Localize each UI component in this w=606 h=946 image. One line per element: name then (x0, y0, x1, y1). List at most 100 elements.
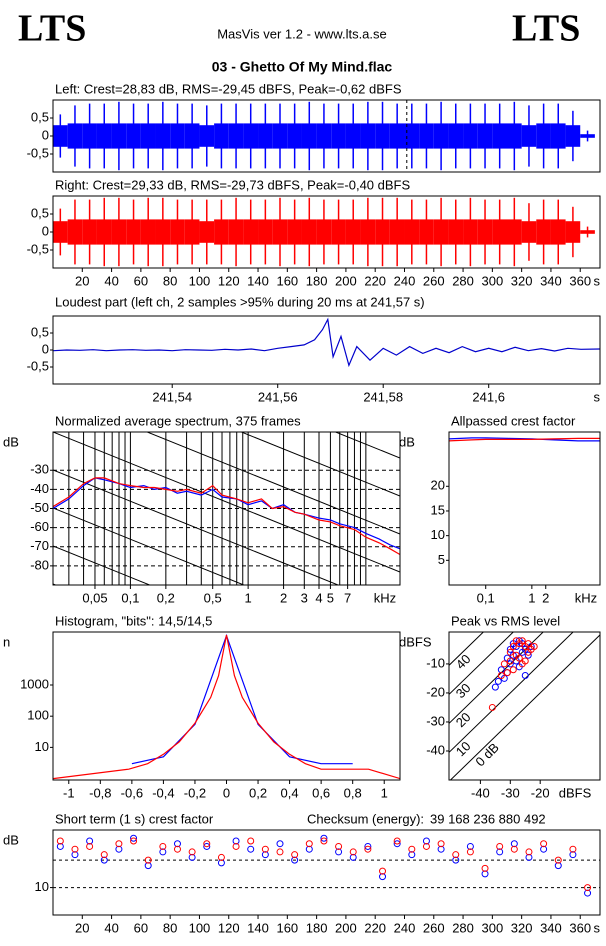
scatter-point (554, 856, 562, 864)
scatter-point (261, 851, 269, 859)
scatter-point (305, 840, 313, 848)
scatter-point (100, 856, 108, 864)
panel-title: Loudest part (left ch, 2 samples >95% du… (55, 294, 425, 309)
scatter-point (500, 660, 508, 668)
scatter-point (320, 834, 328, 842)
scatter-point (291, 856, 299, 864)
x-tick-label: 280 (452, 920, 474, 935)
x-tick-label: 241,56 (258, 389, 298, 404)
panel-title: Short term (1 s) crest factor (55, 811, 214, 826)
crest-line-label: 30 (453, 680, 474, 701)
x-tick-label: -0,4 (152, 785, 174, 800)
y-tick-label: -40 (30, 481, 49, 496)
x-tick-label: 100 (189, 920, 211, 935)
file-name: 03 - Ghetto Of My Mind.flac (212, 59, 393, 75)
scatter-point (506, 648, 514, 656)
y-tick-label: 1000 (20, 676, 49, 691)
x-tick-label: 0,2 (157, 590, 175, 605)
checksum-value: 39 168 236 880 492 (430, 811, 546, 826)
y-tick-label: -20 (426, 684, 445, 699)
slope-line (145, 432, 400, 535)
y-tick-label: -40 (426, 742, 445, 757)
y-tick-label: -0,5 (27, 145, 49, 160)
plot-area (53, 432, 400, 800)
series-line (131, 633, 353, 765)
x-tick-label: 220 (364, 920, 386, 935)
y-tick-label: -0,5 (27, 358, 49, 373)
slope-line (53, 622, 400, 762)
scatter-point (584, 889, 592, 897)
x-unit: kHz (374, 590, 396, 605)
scatter-point (466, 848, 474, 856)
x-tick-label: 160 (276, 273, 298, 288)
crest-line (449, 632, 515, 695)
x-tick-label: -20 (531, 785, 550, 800)
crest-line-label: 20 (453, 709, 474, 730)
y-tick-label: 10 (35, 739, 49, 754)
y-unit: dB (3, 832, 19, 847)
scatter-point (521, 672, 529, 680)
x-tick-label: -30 (501, 785, 520, 800)
plot-frame (448, 631, 601, 781)
scatter-point (481, 864, 489, 872)
scatter-point (496, 842, 504, 850)
scatter-point (518, 637, 526, 645)
scatter-point (569, 851, 577, 859)
scatter-point (379, 873, 387, 881)
scatter-point (115, 840, 123, 848)
scatter-point (115, 845, 123, 853)
plot-frame (52, 195, 601, 269)
panel-title: Normalized average spectrum, 375 frames (55, 413, 301, 428)
panel-title: Histogram, "bits": 14,5/14,5 (55, 613, 212, 628)
scatter-point (276, 840, 284, 848)
scatter-point (408, 851, 416, 859)
scatter-point (497, 672, 505, 680)
series-line (53, 477, 400, 555)
scatter-point (247, 845, 255, 853)
scatter-point (291, 851, 299, 859)
scatter-point (86, 837, 94, 845)
scatter-point (422, 842, 430, 850)
panel-title: Allpassed crest factor (451, 413, 576, 428)
plot-frame (52, 631, 401, 781)
scatter-point (144, 862, 152, 870)
y-tick-label: 0 (42, 223, 49, 238)
plot-frame (52, 431, 401, 586)
logo-right: LTS (512, 8, 580, 50)
x-tick-label: 241,6 (472, 389, 505, 404)
scatter-point (497, 666, 505, 674)
scatter-point (276, 848, 284, 856)
y-tick-label: 10 (35, 879, 49, 894)
x-tick-label: 220 (364, 273, 386, 288)
slope-line (240, 432, 400, 497)
scatter-point (188, 853, 196, 861)
scatter-point (525, 853, 533, 861)
scatter-point (510, 840, 518, 848)
panel-title: Peak vs RMS level (451, 613, 560, 628)
scatter-point (217, 853, 225, 861)
slope-line (53, 660, 400, 800)
x-tick-label: 1 (381, 785, 388, 800)
scatter-point (393, 840, 401, 848)
scatter-point (506, 657, 514, 665)
x-tick-label: 0,2 (249, 785, 267, 800)
crest-line (449, 632, 574, 753)
x-tick-label: -40 (471, 785, 490, 800)
plot-frame (52, 829, 601, 916)
scatter-point (509, 643, 517, 651)
panel-title: Right: Crest=29,33 dB, RMS=-29,73 dBFS, … (55, 177, 410, 192)
scatter-point (503, 669, 511, 677)
x-tick-label: 280 (452, 273, 474, 288)
plot-frame (448, 431, 601, 586)
plot-area (449, 632, 600, 780)
x-tick-label: 200 (335, 920, 357, 935)
scatter-point (452, 856, 460, 864)
scatter-point (481, 870, 489, 878)
x-tick-label: 320 (511, 273, 533, 288)
scatter-point (305, 845, 313, 853)
scatter-point (525, 848, 533, 856)
x-tick-label: 80 (163, 273, 177, 288)
x-tick-label: 140 (247, 920, 269, 935)
checksum-label: Checksum (energy): (307, 811, 424, 826)
